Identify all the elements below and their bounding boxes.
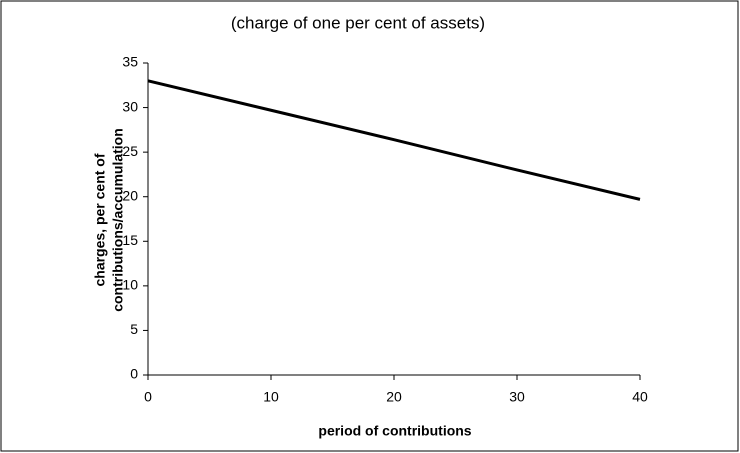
y-axis-label-line: charges, per cent of (92, 153, 108, 286)
data-line (147, 79, 641, 201)
x-tick-label: 0 (144, 389, 152, 405)
x-axis-label: period of contributions (318, 423, 471, 439)
y-tick-label: 30 (122, 98, 138, 114)
y-tick-label: 15 (122, 232, 138, 248)
x-tick-label: 30 (509, 389, 525, 405)
x-tick-label: 10 (263, 389, 279, 405)
chart-title: (charge of one per cent of assets) (231, 13, 485, 32)
y-tick-label: 35 (122, 54, 138, 70)
y-axis-label: charges, per cent of contributions/accum… (92, 128, 126, 312)
y-tick-label: 5 (130, 321, 138, 337)
y-tick-label: 0 (130, 366, 138, 382)
y-tick-label: 10 (122, 277, 138, 293)
x-tick-label: 20 (386, 389, 402, 405)
y-tick-label: 20 (122, 187, 138, 203)
x-tick-label: 40 (632, 389, 648, 405)
y-tick-label: 25 (122, 143, 138, 159)
y-axis-label-line: contributions/accumulation (110, 128, 126, 312)
